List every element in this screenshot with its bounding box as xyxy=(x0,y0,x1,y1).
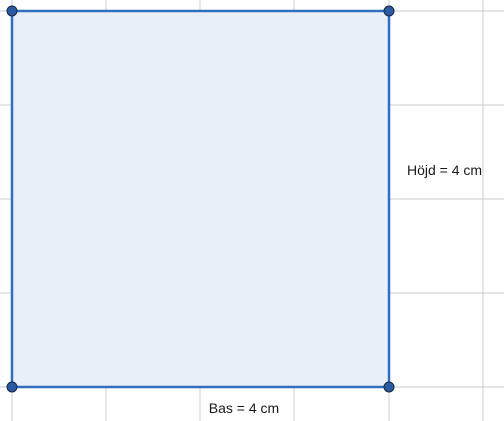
square-polygon[interactable] xyxy=(10,9,391,389)
vertices xyxy=(6,5,395,393)
vertex-bottom-left[interactable] xyxy=(6,381,18,393)
vertex-bottom-right[interactable] xyxy=(383,381,395,393)
vertex-top-right[interactable] xyxy=(383,5,395,17)
vertex-top-left[interactable] xyxy=(6,5,18,17)
base-label: Bas = 4 cm xyxy=(209,400,279,416)
height-label: Höjd = 4 cm xyxy=(407,162,482,178)
